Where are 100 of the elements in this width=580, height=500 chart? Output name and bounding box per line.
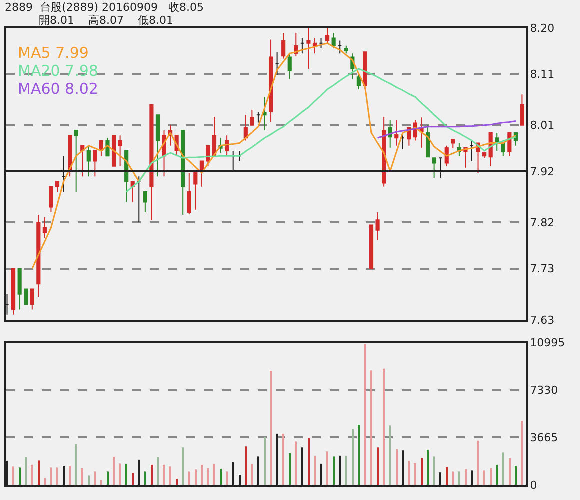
candlestick [262, 96, 267, 131]
bar [465, 469, 467, 485]
bar [264, 437, 266, 485]
candlestick [118, 135, 122, 167]
bar [496, 464, 498, 485]
y-tick-label: 0 [530, 478, 538, 492]
candlestick [400, 134, 405, 150]
y-tick-label: 8.01 [530, 119, 555, 132]
text: MA5 7.99 [18, 44, 89, 62]
candlestick [300, 38, 304, 54]
bar [226, 472, 228, 485]
candlestick [24, 288, 28, 306]
candlestick [451, 139, 456, 149]
bar [195, 470, 197, 485]
candlestick [143, 191, 148, 213]
chart-title: 2889 台股(2889) 20160909 收8.05 [5, 1, 204, 14]
bar [50, 468, 52, 485]
bar [151, 464, 153, 485]
bar [56, 468, 58, 485]
bar [213, 464, 216, 485]
candlestick [200, 160, 204, 188]
bar [12, 466, 14, 485]
bar [245, 446, 247, 485]
bar [75, 444, 77, 485]
bar [31, 464, 33, 485]
bar [94, 472, 96, 485]
bar [490, 468, 492, 485]
bar [289, 453, 291, 485]
bar [364, 344, 366, 485]
bar [176, 479, 178, 485]
candlestick [508, 132, 512, 157]
candlestick [42, 217, 47, 239]
bar [308, 438, 310, 485]
bar [446, 467, 448, 485]
bar [326, 452, 328, 485]
bar [389, 426, 391, 485]
bar [414, 463, 416, 485]
candlestick [319, 38, 324, 49]
candlestick [55, 181, 60, 192]
candlestick [194, 170, 198, 210]
candlestick [74, 130, 78, 192]
candlestick [150, 104, 154, 221]
bar [125, 464, 128, 485]
bar [157, 457, 159, 485]
bar [19, 468, 21, 485]
bar [396, 449, 398, 485]
bar [509, 458, 511, 485]
candlestick [36, 214, 41, 298]
text: MA60 8.02 [18, 80, 98, 98]
bar [88, 476, 90, 485]
candlestick [30, 288, 34, 310]
bar [314, 456, 316, 485]
bar [69, 466, 71, 485]
candlestick [306, 28, 311, 70]
candlestick [206, 145, 210, 167]
bar [452, 472, 454, 485]
bar [270, 370, 272, 485]
bar [188, 472, 190, 485]
bar [25, 457, 27, 485]
candlestick [256, 112, 260, 124]
bar [502, 452, 504, 485]
bar [163, 464, 165, 485]
bar [521, 421, 523, 485]
candlestick [495, 132, 500, 152]
bar [377, 448, 379, 485]
candlestick [130, 181, 135, 203]
candlestick [86, 145, 91, 178]
candlestick [212, 116, 217, 157]
candlestick [388, 120, 392, 148]
bar [333, 456, 335, 485]
bar [358, 425, 360, 485]
y-tick-label: 7330 [530, 384, 558, 398]
bar [352, 429, 354, 485]
bar [132, 473, 134, 485]
candlestick [275, 52, 280, 76]
bar [345, 456, 348, 485]
candlestick [312, 38, 318, 54]
bar [169, 466, 172, 485]
candlestick [394, 120, 399, 146]
candlestick [18, 268, 22, 310]
candlestick [12, 268, 16, 316]
bar [383, 368, 385, 485]
bar [107, 472, 109, 485]
candlestick [369, 224, 374, 270]
bar [251, 464, 253, 485]
candlestick [501, 142, 506, 157]
candlestick [420, 117, 424, 148]
candlestick [282, 32, 286, 60]
bar [282, 434, 284, 485]
bar [38, 460, 40, 485]
candlestick [156, 114, 160, 178]
bar [119, 464, 121, 485]
y-tick-label: 8.11 [530, 68, 555, 81]
candlestick [49, 186, 54, 213]
candlestick [187, 172, 192, 215]
candlestick [470, 140, 474, 162]
candlestick [288, 53, 292, 80]
candlestick [356, 74, 361, 90]
candlestick [332, 32, 336, 49]
bar [477, 440, 479, 485]
